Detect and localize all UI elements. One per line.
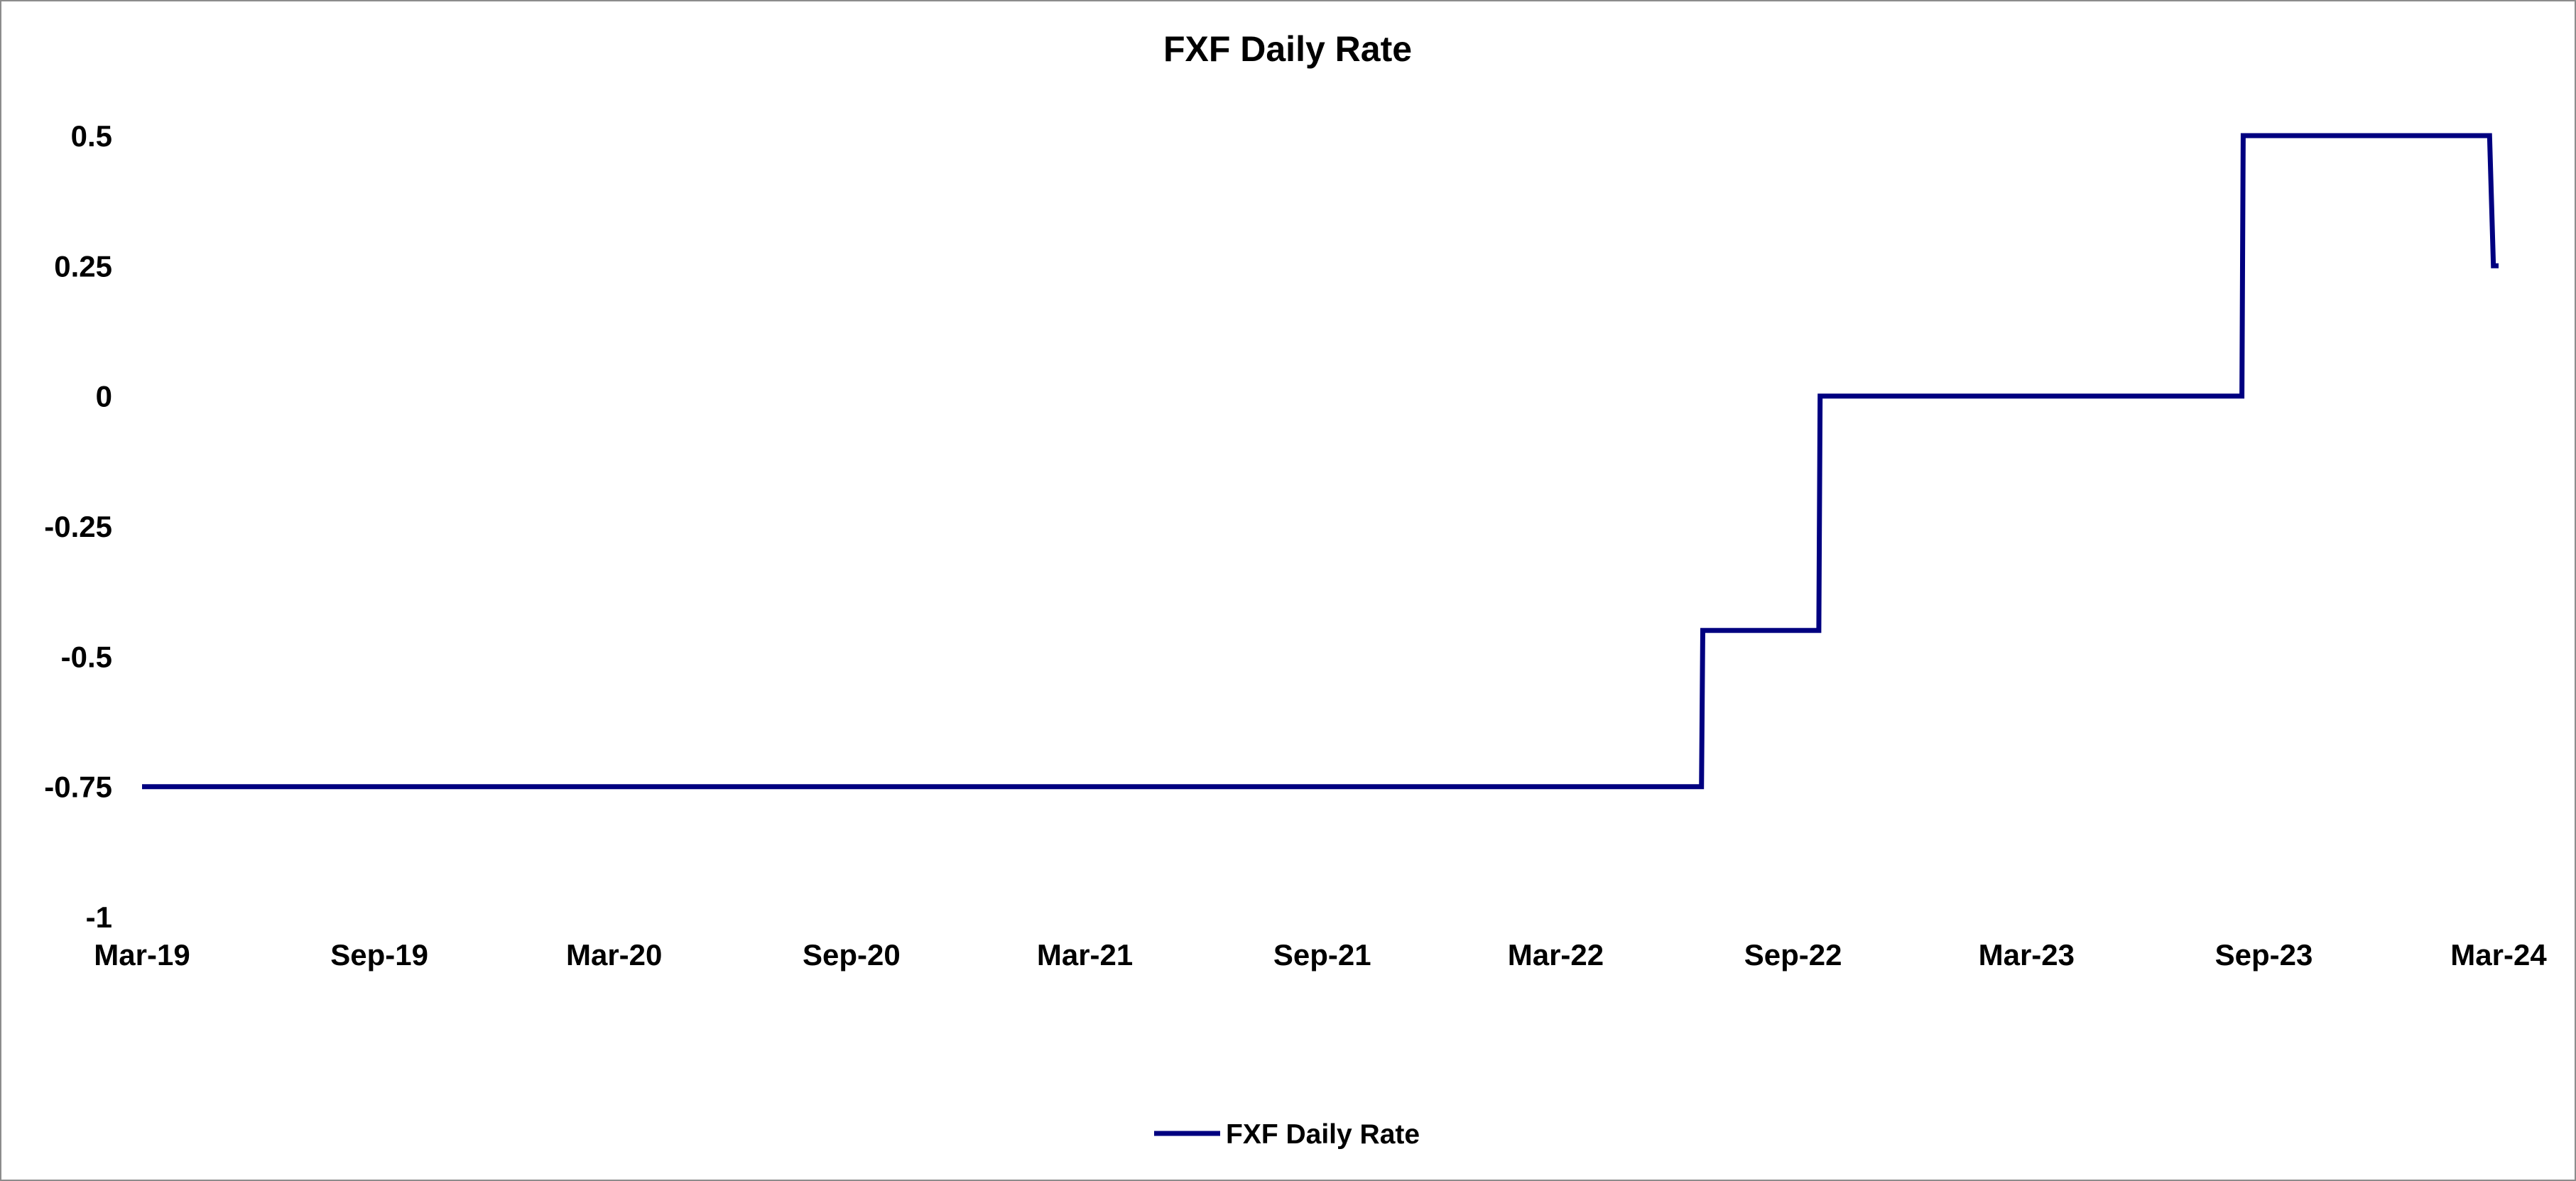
y-tick-label: -1 xyxy=(86,900,112,934)
x-tick-label: Mar-22 xyxy=(1508,938,1604,972)
x-tick-label: Sep-20 xyxy=(803,938,901,972)
y-tick-label: -0.5 xyxy=(61,640,112,673)
y-tick-label: -0.25 xyxy=(44,510,112,543)
legend[interactable]: FXF Daily Rate xyxy=(1154,1119,1420,1150)
y-tick-label: 0.5 xyxy=(71,119,112,153)
x-tick-label: Sep-21 xyxy=(1273,938,1371,972)
x-tick-label: Mar-23 xyxy=(1979,938,2075,972)
x-tick-label: Sep-23 xyxy=(2215,938,2313,972)
x-axis-ticks: Mar-19 Sep-19 Mar-20 Sep-20 Mar-21 Sep-21 Mar-… xyxy=(94,938,2547,972)
y-tick-label: 0 xyxy=(96,380,112,413)
x-tick-label: Mar-24 xyxy=(2450,938,2547,972)
chart-title: FXF Daily Rate xyxy=(1163,29,1412,69)
legend-label: FXF Daily Rate xyxy=(1226,1119,1420,1150)
x-tick-label: Sep-19 xyxy=(330,938,428,972)
y-axis-ticks: 0.5 0.25 0 -0.25 -0.5 -0.75 -1 xyxy=(44,119,112,934)
x-tick-label: Mar-19 xyxy=(94,938,190,972)
y-tick-label: -0.75 xyxy=(44,771,112,804)
x-tick-label: Mar-21 xyxy=(1037,938,1133,972)
x-tick-label: Mar-20 xyxy=(566,938,662,972)
series-line xyxy=(142,133,2499,790)
series-layer xyxy=(142,133,2499,790)
x-tick-label: Sep-22 xyxy=(1744,938,1842,972)
y-tick-label: 0.25 xyxy=(54,249,112,283)
